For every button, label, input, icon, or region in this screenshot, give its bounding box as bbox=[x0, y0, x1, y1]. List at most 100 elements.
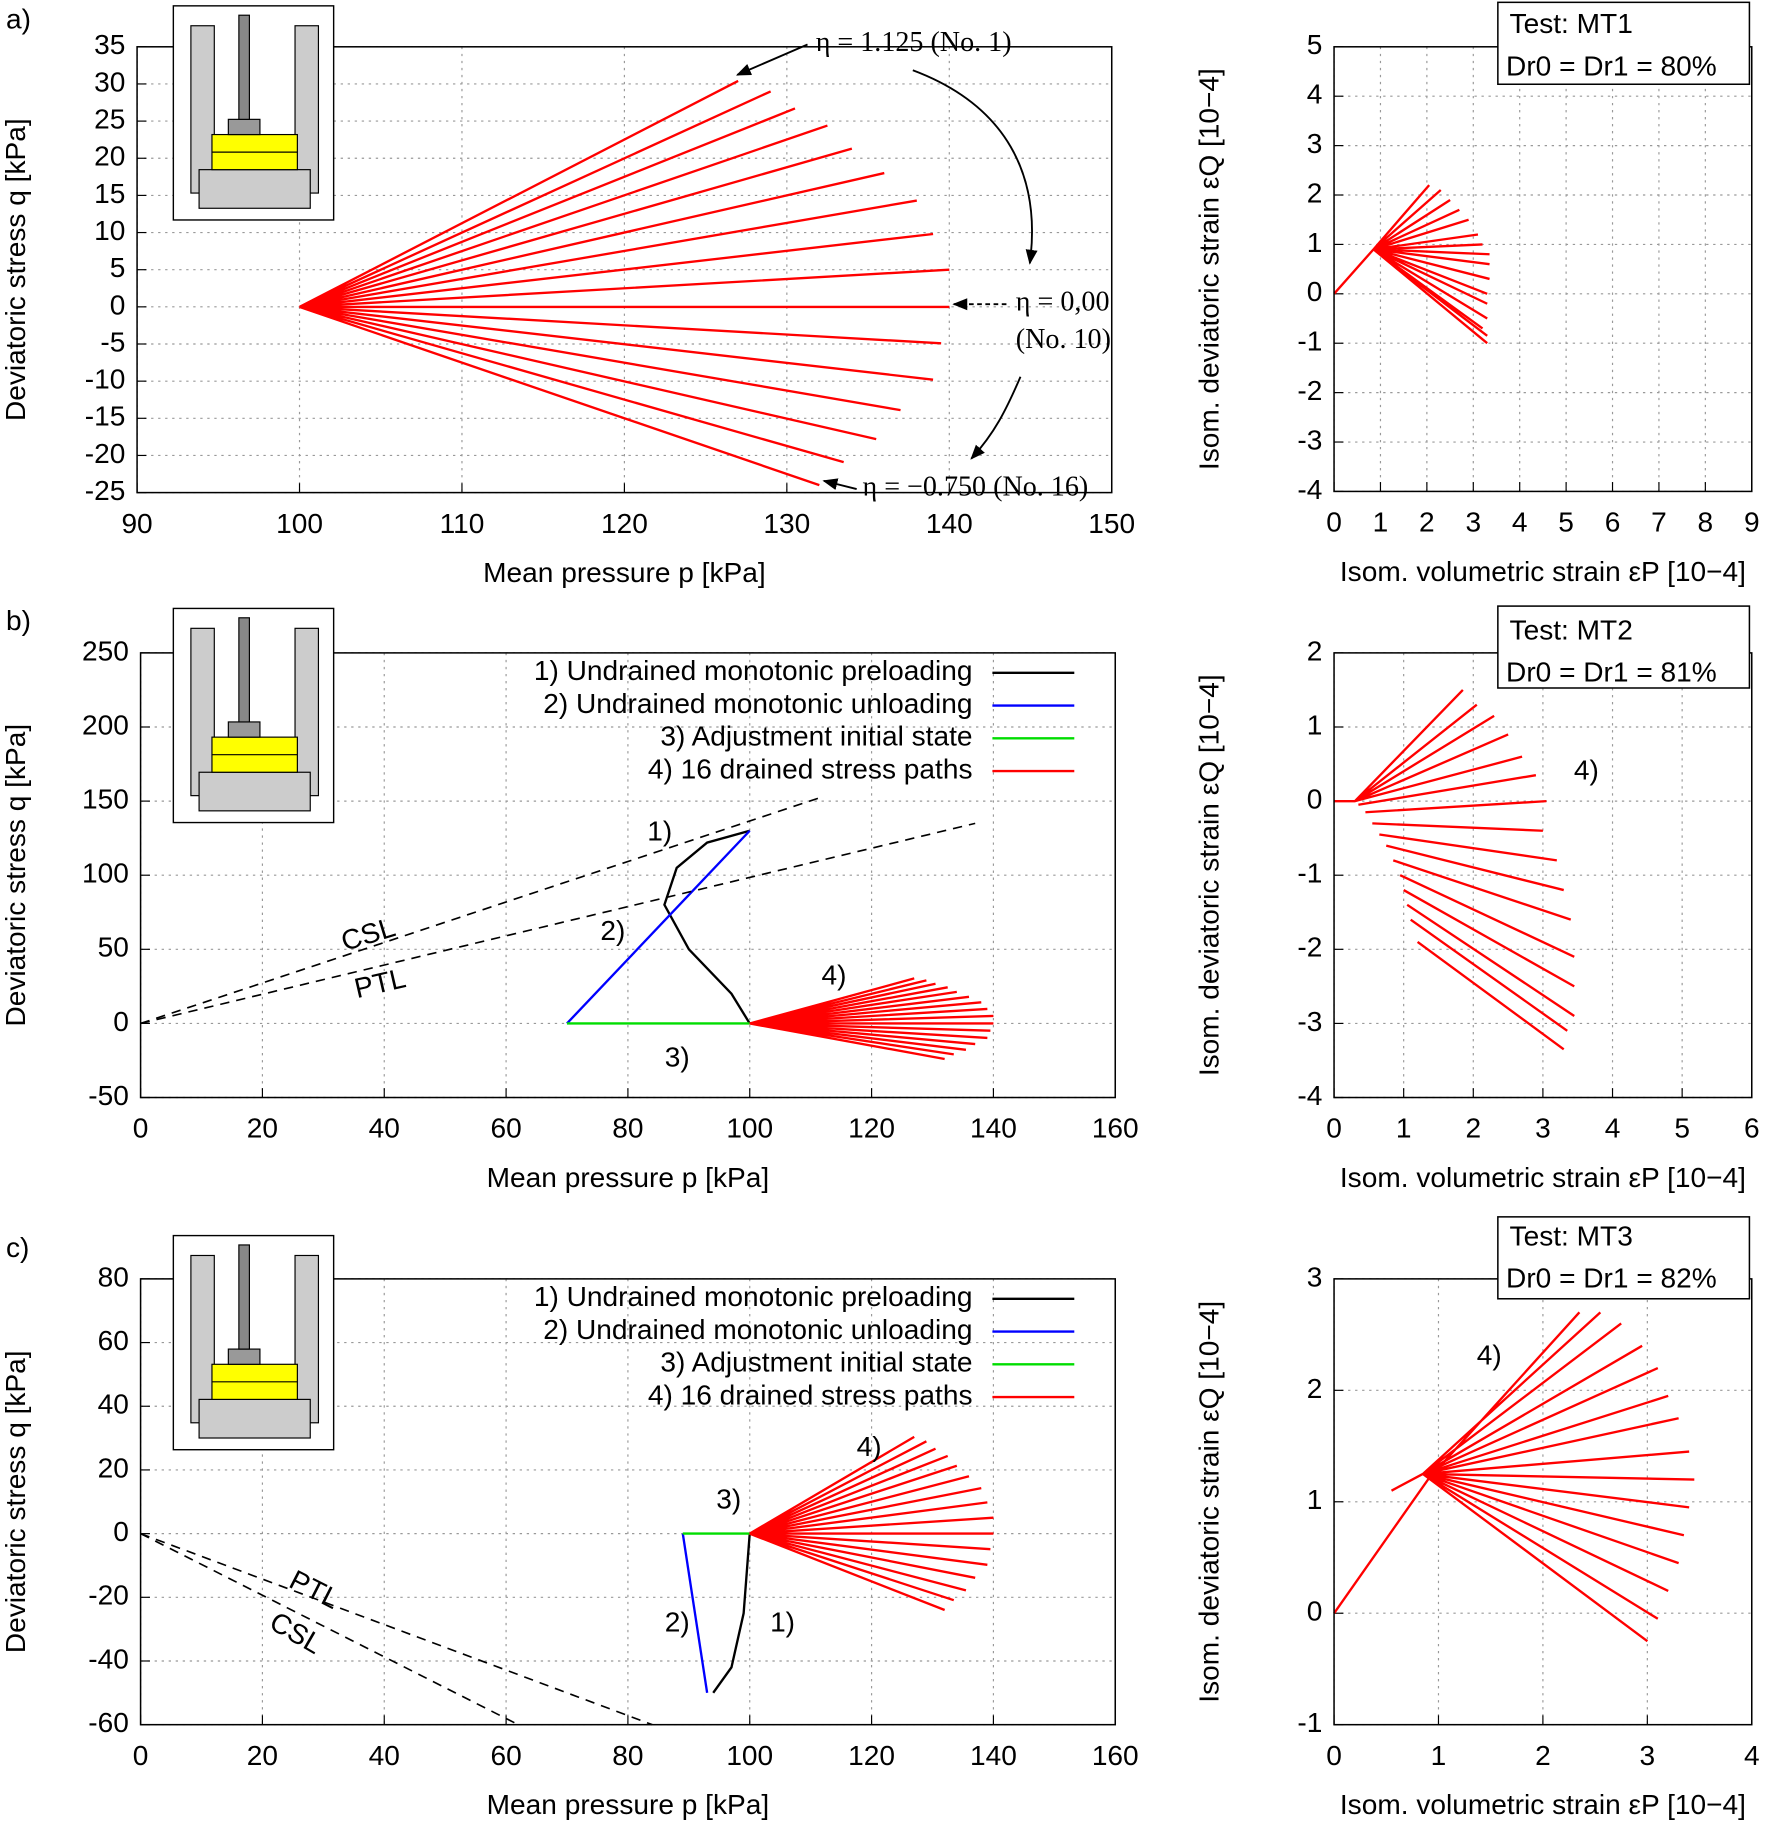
data-line bbox=[140, 1532, 653, 1726]
x-tick-label: 8 bbox=[1698, 507, 1714, 538]
y-tick-label: -3 bbox=[1297, 1006, 1322, 1037]
panel-label: b) bbox=[6, 605, 31, 636]
annotation: 1) bbox=[647, 816, 672, 847]
annotation: CSL bbox=[265, 1606, 328, 1660]
x-tick-label: 5 bbox=[1558, 507, 1574, 538]
x-tick-label: 1 bbox=[1373, 507, 1389, 538]
x-tick-label: 20 bbox=[247, 1740, 278, 1771]
x-tick-label: 2 bbox=[1535, 1740, 1551, 1771]
annotation: Dr0 = Dr1 = 82% bbox=[1506, 1262, 1717, 1293]
y-tick-label: -1 bbox=[1297, 858, 1322, 889]
annotation: 4) bbox=[857, 1431, 882, 1462]
x-tick-label: 80 bbox=[612, 1113, 643, 1144]
y-tick-label: -20 bbox=[85, 438, 126, 469]
annotation: η = 0,00 bbox=[1016, 287, 1110, 318]
y-tick-label: 10 bbox=[94, 215, 125, 246]
y-tick-label: -15 bbox=[85, 401, 126, 432]
y-tick-label: -40 bbox=[88, 1643, 129, 1674]
data-line bbox=[298, 79, 950, 487]
y-tick-label: 0 bbox=[1307, 276, 1323, 307]
x-tick-label: 5 bbox=[1674, 1113, 1690, 1144]
x-tick-label: 2 bbox=[1465, 1113, 1481, 1144]
y-tick-label: 0 bbox=[1307, 1596, 1323, 1627]
x-tick-label: 140 bbox=[970, 1113, 1017, 1144]
data-line bbox=[1333, 184, 1490, 345]
annotation: 4) bbox=[1477, 1340, 1502, 1371]
x-tick-label: 9 bbox=[1744, 507, 1760, 538]
legend-label: 1) Undrained monotonic preloading bbox=[534, 655, 973, 686]
y-axis-label: Isom. deviatoric strain εQ [10−4] bbox=[1194, 674, 1225, 1076]
y-tick-label: 40 bbox=[98, 1389, 129, 1420]
y-tick-label: 35 bbox=[94, 29, 125, 60]
x-tick-label: 3 bbox=[1640, 1740, 1656, 1771]
y-tick-label: -2 bbox=[1297, 375, 1322, 406]
annotation-arrows bbox=[735, 43, 1038, 490]
y-tick-label: 0 bbox=[1307, 784, 1323, 815]
test-box bbox=[1497, 1216, 1751, 1300]
data-line bbox=[140, 795, 824, 1025]
y-tick-label: 30 bbox=[94, 66, 125, 97]
x-tick-label: 150 bbox=[1088, 508, 1135, 539]
data-line bbox=[1333, 1311, 1695, 1643]
y-tick-label: -2 bbox=[1297, 932, 1322, 963]
y-tick-label: -4 bbox=[1297, 474, 1322, 505]
x-tick-label: 4 bbox=[1744, 1740, 1760, 1771]
overlay bbox=[172, 5, 1038, 1451]
x-axis-label: Isom. volumetric strain εP [10−4] bbox=[1340, 556, 1746, 587]
y-tick-label: 2 bbox=[1307, 1373, 1323, 1404]
y-tick-label: -1 bbox=[1297, 326, 1322, 357]
annotation: (No. 10) bbox=[1016, 324, 1111, 355]
y-tick-label: 50 bbox=[98, 932, 129, 963]
x-tick-label: 160 bbox=[1092, 1113, 1139, 1144]
x-tick-label: 2 bbox=[1419, 507, 1435, 538]
data-line bbox=[1334, 689, 1575, 1051]
data-line bbox=[140, 822, 976, 1025]
y-tick-label: 20 bbox=[94, 141, 125, 172]
annotation: Test: MT3 bbox=[1510, 1220, 1633, 1251]
y-tick-label: 100 bbox=[82, 858, 129, 889]
annotation: η = 1.125 (No. 1) bbox=[816, 27, 1012, 58]
x-tick-label: 140 bbox=[926, 508, 973, 539]
annotation: Test: MT2 bbox=[1510, 614, 1633, 645]
annotation: 1) bbox=[770, 1606, 795, 1637]
y-tick-label: 5 bbox=[110, 252, 126, 283]
x-tick-label: 6 bbox=[1605, 507, 1621, 538]
x-tick-label: 140 bbox=[970, 1740, 1017, 1771]
y-tick-label: -50 bbox=[88, 1080, 129, 1111]
annotation: PTL bbox=[351, 962, 408, 1004]
legend-label: 4) 16 drained stress paths bbox=[648, 753, 973, 784]
annotation: Test: MT1 bbox=[1510, 8, 1633, 39]
y-tick-label: -1 bbox=[1297, 1707, 1322, 1738]
y-tick-label: 2 bbox=[1307, 177, 1323, 208]
data-line bbox=[566, 829, 751, 1025]
y-tick-label: -10 bbox=[85, 364, 126, 395]
data-line bbox=[140, 1532, 519, 1726]
x-tick-label: 0 bbox=[133, 1113, 149, 1144]
data-line bbox=[749, 1435, 994, 1612]
annotation: Dr0 = Dr1 = 80% bbox=[1506, 50, 1717, 81]
y-tick-label: 1 bbox=[1307, 1484, 1323, 1515]
data-line bbox=[749, 977, 994, 1061]
panel-label: a) bbox=[6, 3, 31, 34]
y-tick-label: 60 bbox=[98, 1325, 129, 1356]
x-tick-label: 20 bbox=[247, 1113, 278, 1144]
x-tick-label: 4 bbox=[1512, 507, 1528, 538]
annotation: 2) bbox=[665, 1606, 690, 1637]
x-tick-label: 80 bbox=[612, 1740, 643, 1771]
y-axis-label: Isom. deviatoric strain εQ [10−4] bbox=[1194, 68, 1225, 470]
y-tick-label: 1 bbox=[1307, 709, 1323, 740]
y-tick-label: 5 bbox=[1307, 29, 1323, 60]
cell-sketch bbox=[172, 607, 335, 824]
y-tick-label: -4 bbox=[1297, 1080, 1322, 1111]
panel-label: c) bbox=[6, 1232, 29, 1263]
annotation: 3) bbox=[665, 1041, 690, 1072]
data-line bbox=[712, 1533, 751, 1694]
x-tick-label: 130 bbox=[763, 508, 810, 539]
y-tick-label: 4 bbox=[1307, 79, 1323, 110]
cell-sketch bbox=[172, 1234, 335, 1451]
y-tick-label: -60 bbox=[88, 1707, 129, 1738]
y-tick-label: 200 bbox=[82, 709, 129, 740]
x-axis-label: Mean pressure p [kPa] bbox=[483, 557, 765, 588]
